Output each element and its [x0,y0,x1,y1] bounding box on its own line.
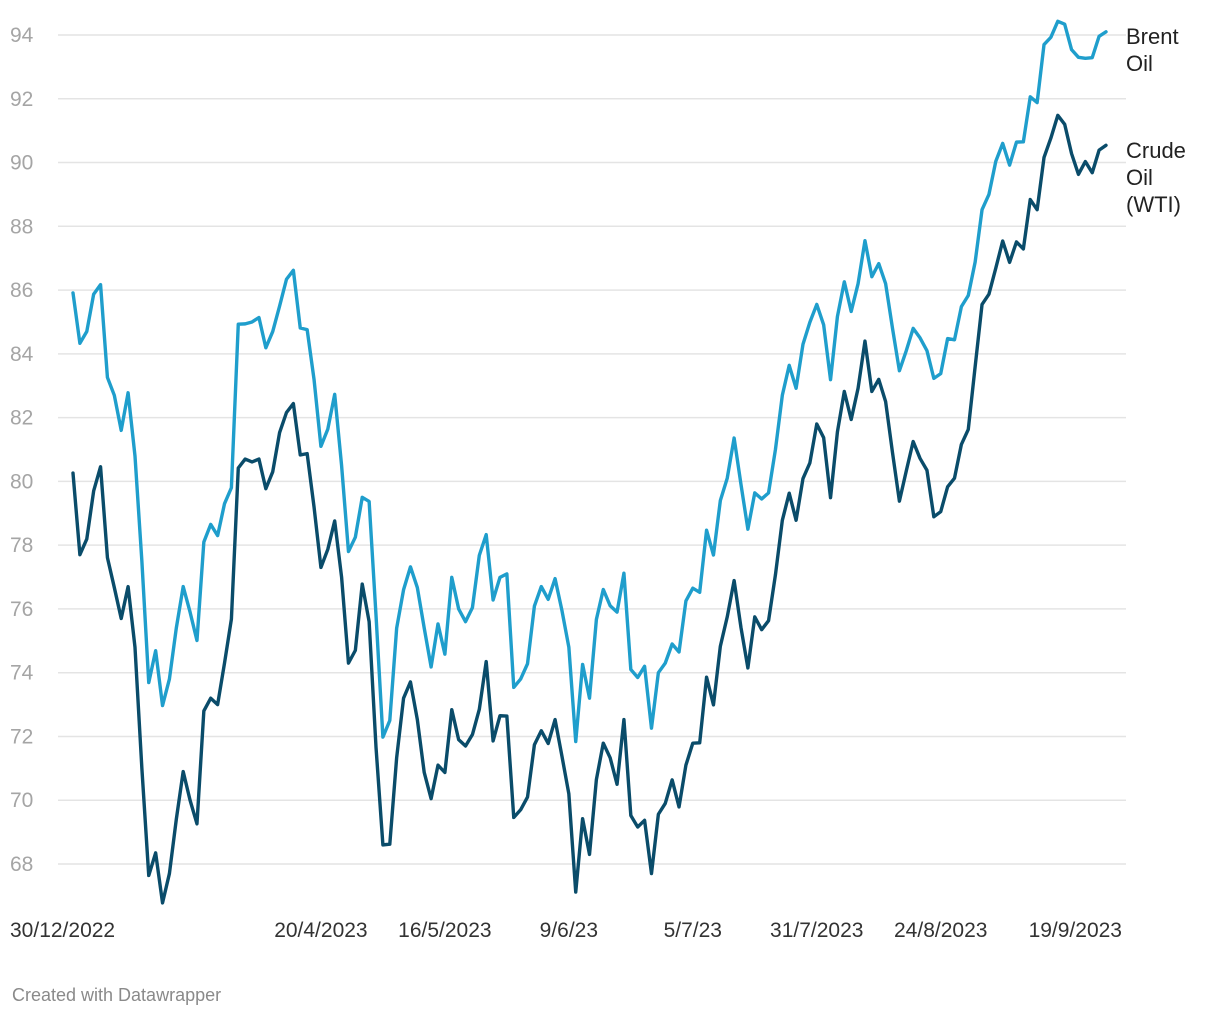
y-tick-label: 76 [10,598,33,621]
x-tick-label: 5/7/23 [664,919,722,942]
y-axis-ticks: 68 70 72 74 76 78 80 82 84 86 88 90 92 94 [10,24,34,876]
y-tick-label: 90 [10,152,33,175]
legend-brent-oil-line1: Brent [1126,24,1179,49]
y-tick-label: 78 [10,534,33,557]
y-tick-label: 84 [10,343,34,366]
gridlines [58,34,1126,865]
y-tick-label: 80 [10,470,33,493]
x-tick-label: 24/8/2023 [894,919,987,942]
y-tick-label: 88 [10,215,33,238]
legend-crude-oil-line3: (WTI) [1126,192,1181,217]
y-tick-label: 86 [10,279,33,302]
y-tick-label: 72 [10,725,33,748]
x-tick-label: 20/4/2023 [274,919,367,942]
x-tick-label: 30/12/2022 [10,919,115,942]
legend-crude-oil-line1: Crude [1126,138,1186,163]
y-tick-label: 92 [10,88,33,111]
legend-crude-oil-line2: Oil [1126,165,1153,190]
x-axis-ticks: 30/12/2022 20/4/2023 16/5/2023 9/6/23 5/7/23… [10,919,1122,942]
series-lines [71,19,1108,905]
x-tick-label: 19/9/2023 [1029,919,1122,942]
y-tick-label: 74 [10,662,34,685]
footer-credit: Created with Datawrapper [12,985,222,1005]
legend-brent-oil-line2: Oil [1126,51,1153,76]
series-labels: Brent Oil Crude Oil (WTI) [1126,24,1186,217]
x-tick-label: 9/6/23 [540,919,598,942]
y-tick-label: 82 [10,407,33,430]
y-tick-label: 70 [10,789,33,812]
x-tick-label: 31/7/2023 [770,919,863,942]
x-tick-label: 16/5/2023 [398,919,491,942]
series-line-brent-oil [71,19,1108,744]
y-tick-label: 68 [10,853,33,876]
y-tick-label: 94 [10,24,34,47]
series-line-crude-oil-wti [71,113,1108,905]
